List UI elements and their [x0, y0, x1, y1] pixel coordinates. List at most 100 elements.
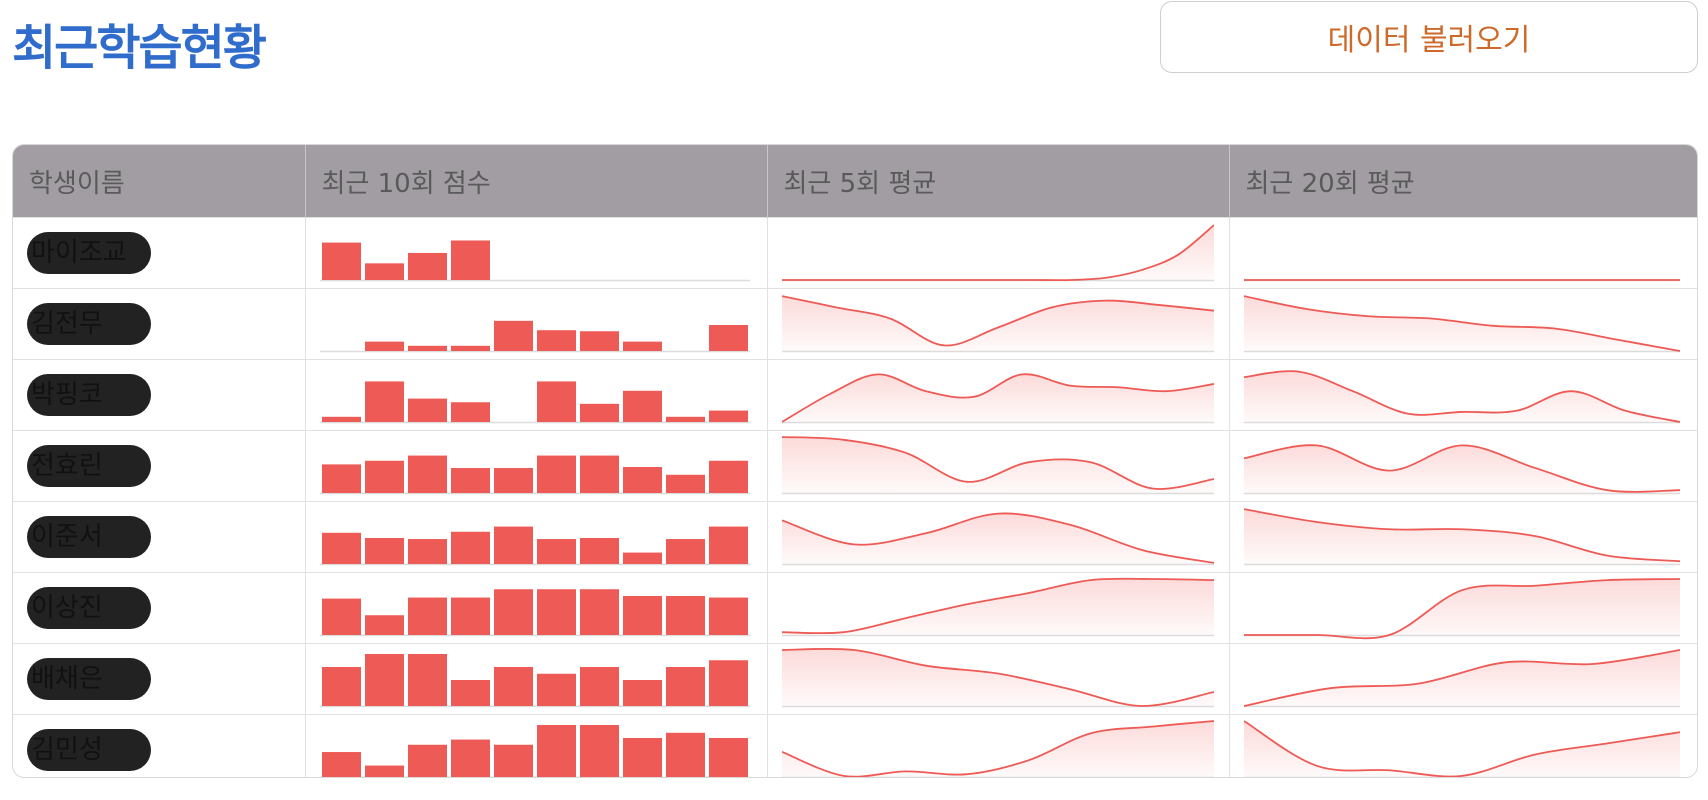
student-name-cell: 김민성 — [13, 714, 306, 777]
score-bar — [622, 596, 662, 635]
recent-20-average-cell — [1229, 501, 1697, 573]
score-bar — [407, 539, 447, 564]
score-bar — [321, 752, 361, 777]
score-bar — [407, 455, 447, 493]
score-bar — [321, 416, 361, 422]
student-name-badge[interactable]: 배채은 — [27, 658, 151, 700]
score-bar — [579, 725, 619, 777]
student-name-badge[interactable]: 전효린 — [27, 445, 151, 487]
recent-20-average-chart — [1243, 578, 1680, 640]
trend-area — [781, 513, 1214, 564]
trend-area — [781, 437, 1214, 493]
score-bar — [579, 589, 619, 635]
score-bar — [407, 398, 447, 422]
recent-10-scores-cell — [305, 288, 768, 360]
column-header-recent-5-average[interactable]: 최근 5회 평균 — [767, 145, 1230, 218]
student-row[interactable]: 박핑코 — [13, 359, 1697, 431]
recent-10-scores-cell — [305, 217, 768, 289]
recent-5-average-chart — [781, 224, 1214, 282]
recent-20-average-chart — [1243, 720, 1680, 777]
score-bar — [493, 468, 533, 493]
recent-10-scores-cell — [305, 359, 768, 431]
recent-10-scores-cell — [305, 572, 768, 644]
score-bar — [450, 402, 490, 422]
column-header-recent-20-average[interactable]: 최근 20회 평균 — [1229, 145, 1697, 218]
student-name-badge[interactable]: 김전무 — [27, 303, 151, 345]
trend-line — [781, 224, 1214, 282]
score-bar — [665, 667, 705, 706]
score-bar — [364, 263, 404, 280]
recent-10-scores-bar-chart — [319, 240, 750, 282]
recent-20-average-cell — [1229, 572, 1697, 644]
score-bar — [321, 667, 361, 706]
score-bar — [493, 589, 533, 635]
recent-5-average-cell — [767, 501, 1230, 573]
score-bar — [708, 410, 748, 422]
recent-10-scores-bar-chart — [319, 455, 750, 495]
score-bar — [579, 538, 619, 564]
score-bar — [579, 455, 619, 493]
score-bar — [665, 416, 705, 422]
recent-5-average-cell — [767, 643, 1230, 715]
score-bar — [708, 660, 748, 706]
score-bar — [364, 381, 404, 422]
trend-line — [781, 436, 1214, 490]
score-bar — [493, 320, 533, 351]
column-header-student-name[interactable]: 학생이름 — [13, 145, 306, 218]
load-data-button[interactable]: 데이터 불러오기 — [1160, 1, 1698, 73]
score-bar — [536, 589, 576, 635]
score-bar — [450, 680, 490, 706]
score-bar — [450, 345, 490, 351]
student-row[interactable]: 전효린 — [13, 430, 1697, 502]
score-bar — [407, 252, 447, 280]
score-bar — [321, 532, 361, 564]
score-bar — [493, 744, 533, 777]
recent-10-scores-bar-chart — [319, 725, 750, 777]
student-name-badge[interactable]: 이상진 — [27, 587, 151, 629]
score-bar — [622, 552, 662, 564]
score-bar — [622, 680, 662, 706]
student-name-badge[interactable]: 이준서 — [27, 516, 151, 558]
student-row[interactable]: 김민성 — [13, 714, 1697, 777]
student-name-badge[interactable]: 박핑코 — [27, 374, 151, 416]
trend-area — [1243, 445, 1680, 493]
recent-5-average-chart — [781, 436, 1214, 495]
score-bar — [407, 744, 447, 777]
trend-area — [781, 374, 1214, 422]
recent-20-average-cell — [1229, 288, 1697, 360]
recent-10-scores-bar-chart — [319, 320, 750, 353]
recent-5-average-cell — [767, 430, 1230, 502]
student-name-badge[interactable]: 마이조교 — [27, 232, 151, 274]
score-bar — [622, 467, 662, 493]
student-name-badge[interactable]: 김민성 — [27, 729, 151, 771]
score-bar — [665, 539, 705, 564]
column-header-recent-10-scores[interactable]: 최근 10회 점수 — [305, 145, 768, 218]
score-bar — [665, 596, 705, 635]
score-bar — [622, 341, 662, 351]
score-bar — [708, 597, 748, 635]
score-bar — [450, 468, 490, 493]
score-bar — [708, 460, 748, 493]
recent-20-average-chart — [1243, 508, 1680, 566]
recent-5-average-cell — [767, 714, 1230, 777]
score-bar — [536, 725, 576, 777]
recent-20-average-chart — [1243, 649, 1680, 708]
student-row[interactable]: 이상진 — [13, 572, 1697, 644]
score-bar — [407, 654, 447, 706]
trend-area — [1243, 650, 1680, 706]
trend-area — [1243, 371, 1680, 422]
student-row[interactable]: 배채은 — [13, 643, 1697, 715]
score-bar — [579, 403, 619, 422]
trend-area — [781, 648, 1214, 707]
student-row[interactable]: 마이조교 — [13, 217, 1697, 289]
trend-line — [781, 295, 1214, 347]
student-row[interactable]: 김전무 — [13, 288, 1697, 360]
score-bar — [364, 765, 404, 777]
recent-5-average-cell — [767, 572, 1230, 644]
recent-20-average-cell — [1229, 359, 1697, 431]
score-bar — [364, 538, 404, 564]
student-row[interactable]: 이준서 — [13, 501, 1697, 573]
recent-5-average-cell — [767, 359, 1230, 431]
recent-20-average-chart — [1243, 279, 1680, 282]
trend-line — [1243, 649, 1680, 707]
